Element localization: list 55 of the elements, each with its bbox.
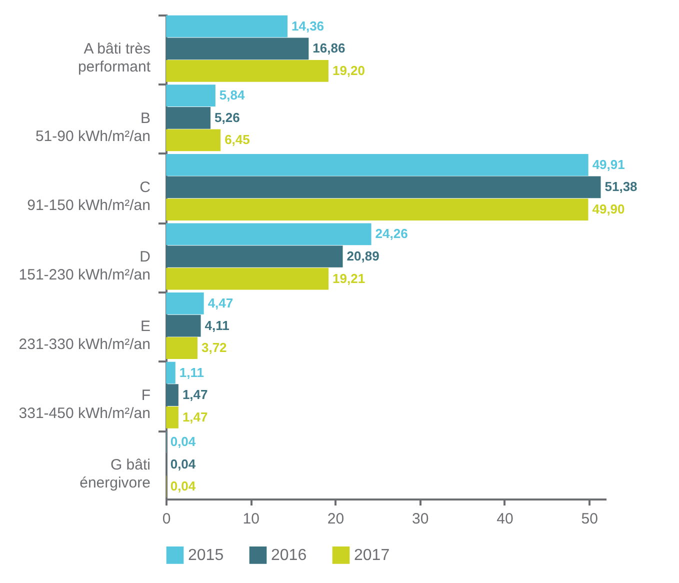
legend-label: 2017 — [354, 547, 390, 564]
data-label: 5,26 — [214, 110, 240, 125]
bar — [166, 38, 309, 60]
bar — [166, 15, 288, 38]
data-label: 1,47 — [182, 387, 208, 402]
x-tick-label: 50 — [581, 510, 598, 528]
data-label: 6,45 — [224, 132, 250, 148]
data-label: 51,38 — [604, 179, 638, 194]
data-label: 1,47 — [182, 409, 208, 424]
bar — [166, 362, 176, 384]
data-label: 4,11 — [204, 318, 230, 333]
y-tick-label: D 151-230 kWh/m²/an — [18, 248, 151, 284]
x-tick-label: 0 — [162, 510, 171, 528]
bar — [166, 198, 588, 220]
y-tick-label: G bâti énergivore — [80, 456, 150, 492]
data-label: 5,84 — [219, 88, 246, 103]
y-tick-label: E 231-330 kWh/m²/an — [18, 318, 150, 353]
legend-label: 2016 — [271, 547, 307, 564]
data-label: 0,04 — [170, 456, 196, 472]
data-label: 19,21 — [332, 270, 366, 286]
bar — [166, 129, 221, 152]
bar — [166, 176, 601, 198]
bar — [166, 246, 343, 268]
data-label: 24,26 — [375, 226, 408, 242]
bar — [166, 384, 178, 406]
bar — [166, 337, 198, 360]
x-tick-label: 20 — [327, 510, 344, 528]
data-label: 19,20 — [332, 62, 366, 78]
bar — [166, 268, 329, 290]
bar — [166, 314, 201, 337]
data-label: 0,04 — [170, 434, 196, 450]
bar — [166, 106, 211, 129]
bar — [166, 406, 178, 428]
x-tick-label: 40 — [496, 510, 514, 528]
x-tick-label: 30 — [412, 510, 429, 528]
data-label: 49,90 — [592, 202, 625, 217]
bar — [166, 292, 204, 314]
y-tick-label: A bâti très performant — [78, 40, 152, 76]
data-label: 16,86 — [312, 40, 346, 56]
data-label: 14,36 — [292, 18, 324, 34]
data-label: 3,72 — [201, 340, 227, 356]
data-label: 1,11 — [179, 364, 204, 380]
y-tick-label: B 51-90 kWh/m²/an — [35, 110, 150, 145]
data-label: 49,91 — [592, 156, 625, 172]
legend-label: 2015 — [188, 547, 224, 564]
bar — [166, 84, 216, 107]
bar — [166, 223, 372, 246]
y-tick-label: C 91-150 kWh/m²/an — [27, 179, 151, 214]
data-label: 4,47 — [208, 295, 234, 310]
bar — [166, 60, 328, 82]
bar — [166, 154, 588, 176]
data-label: 20,89 — [346, 248, 380, 264]
x-tick-label: 10 — [242, 510, 260, 528]
data-label: 0,04 — [170, 478, 196, 494]
y-tick-label: F 331-450 kWh/m²/an — [18, 387, 150, 422]
